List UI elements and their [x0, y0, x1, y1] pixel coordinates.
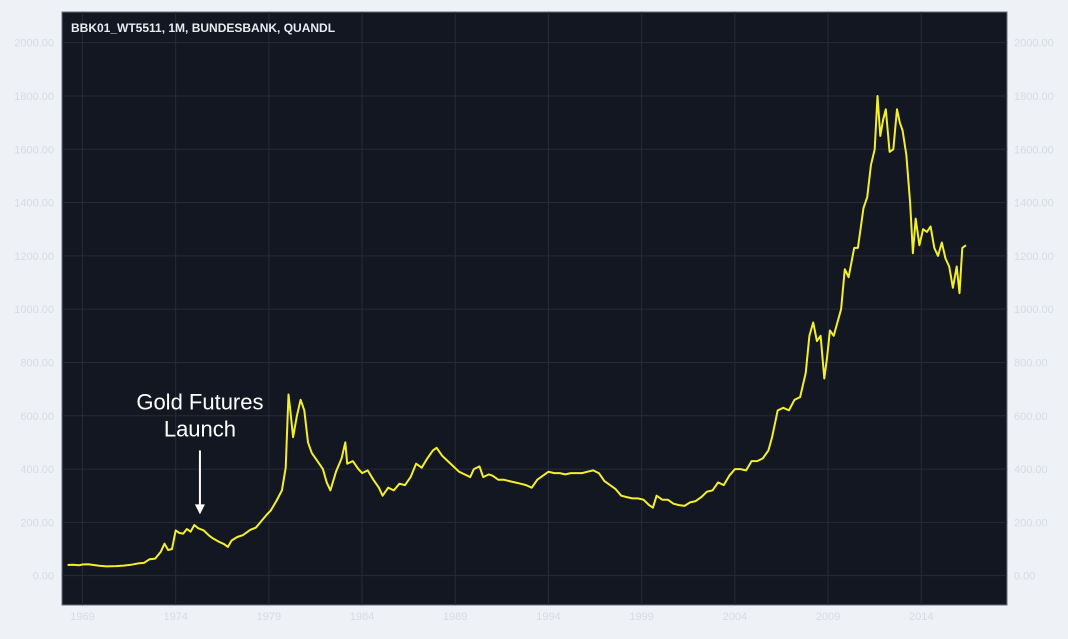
y-tick-label-right: 1400.00	[1014, 198, 1054, 210]
gold-price-line	[67, 95, 967, 568]
y-tick-label-left: 2000.00	[14, 38, 54, 50]
x-tick-label: 2004	[723, 611, 747, 623]
x-tick-label: 1994	[536, 611, 560, 623]
x-tick-label: 1984	[350, 611, 374, 623]
y-tick-label-right: 2000.00	[1014, 38, 1054, 50]
annotation-text: Gold Futures	[136, 389, 263, 414]
x-tick-label: 1974	[163, 611, 187, 623]
y-tick-label-left: 200.00	[20, 517, 54, 529]
y-tick-label-left: 1600.00	[14, 144, 54, 156]
x-tick-label: 2009	[816, 611, 840, 623]
y-tick-label-left: 600.00	[20, 411, 54, 423]
y-tick-label-right: 800.00	[1014, 357, 1048, 369]
y-tick-label-left: 0.00	[33, 571, 54, 583]
y-tick-label-right: 1800.00	[1014, 91, 1054, 103]
axes: 0.00 0.00 200.00 200.00 400.00 400.00 600.00 60…	[14, 38, 1054, 623]
series-layer	[67, 95, 967, 568]
y-tick-label-left: 400.00	[20, 464, 54, 476]
y-tick-label-right: 1600.00	[1014, 144, 1054, 156]
y-tick-label-right: 600.00	[1014, 411, 1048, 423]
x-tick-label: 2014	[909, 611, 933, 623]
y-tick-label-left: 1400.00	[14, 198, 54, 210]
x-tick-label: 1999	[629, 611, 653, 623]
y-tick-label-right: 1000.00	[1014, 304, 1054, 316]
x-tick-label: 1969	[70, 611, 94, 623]
y-tick-label-left: 1000.00	[14, 304, 54, 316]
y-tick-label-left: 1800.00	[14, 91, 54, 103]
y-tick-label-right: 200.00	[1014, 517, 1048, 529]
plot-area	[61, 11, 1008, 606]
y-tick-label-right: 400.00	[1014, 464, 1048, 476]
annotation-arrow-head	[194, 504, 205, 515]
gridlines	[62, 12, 1007, 605]
x-tick-label: 1979	[257, 611, 281, 623]
x-tick-label: 1989	[443, 611, 467, 623]
y-tick-label-right: 1200.00	[1014, 251, 1054, 263]
y-tick-label-left: 1200.00	[14, 251, 54, 263]
y-tick-label-right: 0.00	[1014, 571, 1035, 583]
y-tick-label-left: 800.00	[20, 357, 54, 369]
annotation-text: Launch	[164, 416, 236, 441]
chart-title: BBK01_WT5511, 1M, BUNDESBANK, QUANDL	[71, 21, 335, 35]
